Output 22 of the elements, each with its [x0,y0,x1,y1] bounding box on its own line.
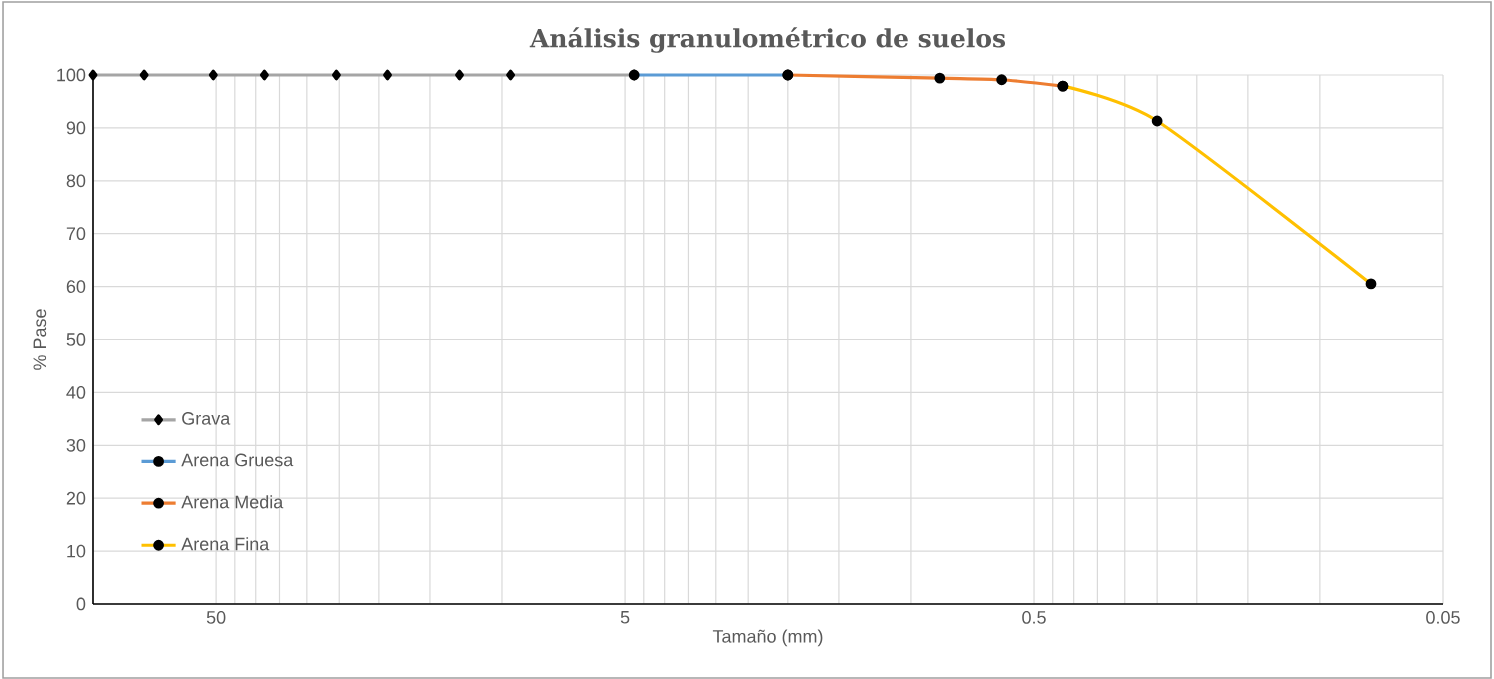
legend-label: Arena Gruesa [181,453,294,467]
legend-label: Grava [182,412,231,425]
y-axis-title: % Pase [33,309,47,370]
y-tick-label: 80 [66,174,86,188]
y-tick-label: 60 [66,280,86,293]
y-tick-label: 40 [66,386,86,399]
y-tick-label: 10 [67,544,86,558]
chart-title: Análisis granulométrico de suelos [529,27,1006,53]
y-tick-label: 100 [57,68,86,82]
x-tick-label: 5 [620,611,630,624]
y-tick-label: 50 [66,333,86,346]
x-tick-label: 50 [206,611,226,624]
y-tick-label: 90 [66,121,86,135]
y-tick-label: 0 [76,597,86,611]
y-tick-label: 70 [66,227,86,241]
x-tick-label: 0.05 [1426,611,1460,624]
x-tick-label: 0.5 [1022,611,1046,624]
x-axis-title: Tamaño (mm) [712,629,823,647]
legend-label: Arena Media [181,495,284,509]
y-tick-label: 30 [66,438,86,452]
legend-label: Arena Fina [181,537,270,551]
y-tick-label: 20 [66,491,86,505]
